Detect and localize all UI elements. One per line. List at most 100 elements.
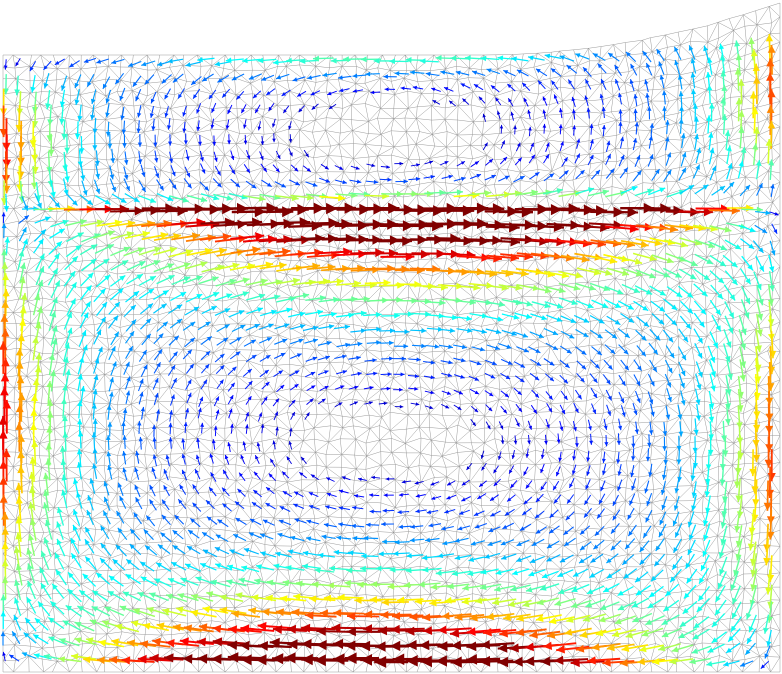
arrow-head [444,87,449,91]
arrow-head [597,513,602,519]
arrow-head [606,140,611,146]
arrow-head [260,551,266,557]
arrow-head [601,79,605,84]
arrow-head [21,652,28,657]
arrow-head [612,501,617,506]
arrow-head [19,318,26,326]
arrow-head [233,534,239,539]
arrow-head [119,275,126,281]
arrow-head [284,323,290,328]
arrow-head [672,564,678,570]
arrow-head [634,429,639,434]
arrow-head [66,312,72,319]
arrow-head [145,545,151,551]
arrow-head [86,285,92,292]
arrow-head [190,337,195,343]
arrow-head [15,482,23,491]
arrow-head [646,500,651,506]
arrow-head [45,443,52,450]
arrow-head [2,289,10,297]
arrow-head [20,262,27,270]
arrow-head [587,303,594,309]
arrow-head [292,77,298,82]
arrow-head [278,262,287,270]
arrow-head [307,75,313,80]
arrow-head [111,346,116,352]
arrow-head [659,187,666,193]
arrow-head [265,382,270,387]
arrow-head [248,381,253,386]
arrow-head [354,494,359,498]
arrow-head [122,467,127,473]
arrow-head [563,379,568,384]
arrow-head [701,290,708,297]
arrow-head [731,261,738,268]
arrow-head [39,567,45,574]
arrow-head [448,344,453,349]
arrow-head [79,218,87,225]
arrow-head [345,342,351,348]
arrow-head [549,361,555,366]
arrow-head [171,562,177,567]
arrow-head [201,169,206,174]
arrow-head [414,481,419,485]
arrow-head [266,91,271,96]
arrow-head [309,595,317,603]
arrow-head [568,203,580,215]
arrow-head [258,195,266,202]
arrow-head [82,344,88,351]
arrow-head [283,218,294,229]
arrow-head [764,653,769,659]
arrow-head [138,261,146,267]
arrow-head [339,88,344,93]
arrow-head [493,469,497,474]
arrow-head [579,558,585,564]
arrow-head [747,637,752,644]
arrow-head [477,218,488,229]
arrow-head [381,521,386,527]
arrow-head [312,356,318,361]
arrow-head [699,577,705,584]
arrow-head [95,188,101,194]
arrow-head [663,605,670,612]
arrow-head [406,655,418,667]
arrow-head [89,478,95,484]
arrow-head [90,114,95,120]
arrow-head [767,299,774,306]
arrow-head [77,115,83,122]
arrow-head [71,553,77,560]
arrow-head [621,381,626,386]
arrow-head [459,510,464,515]
arrow-head [225,125,230,130]
arrow-head [287,639,298,650]
arrow-head [243,140,248,145]
arrow-head [397,510,402,515]
arrow-head [647,188,654,195]
arrow-head [631,186,638,192]
arrow-head [732,597,738,605]
arrow-head [35,352,42,360]
arrow-head [239,640,250,651]
arrow-head [219,594,227,601]
arrow-head [273,563,280,569]
arrow-head [647,602,654,609]
arrow-head [623,573,630,579]
arrow-head [105,98,110,104]
arrow-head [267,182,272,187]
arrow-head [607,411,611,416]
arrow-head [528,55,534,61]
arrow-head [352,73,358,79]
arrow-head [629,500,634,506]
arrow-head [336,535,342,541]
arrow-head [375,641,386,652]
arrow-head [271,309,277,315]
arrow-head [185,156,190,161]
arrow-head [161,78,167,84]
arrow-head [376,340,381,345]
arrow-head [92,463,97,469]
arrow-head [468,557,475,562]
arrow-head [299,58,306,64]
arrow-head [557,572,564,577]
arrow-head [721,84,728,91]
arrow-head [328,324,335,330]
